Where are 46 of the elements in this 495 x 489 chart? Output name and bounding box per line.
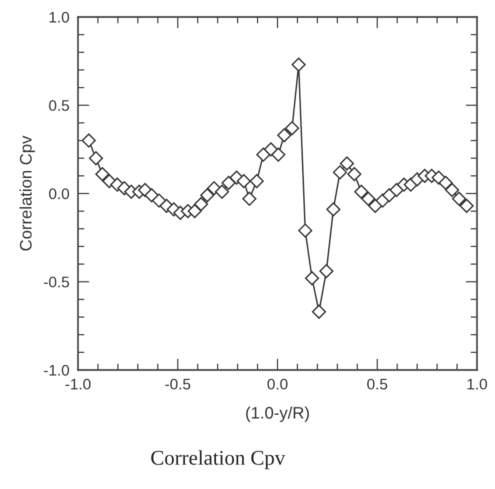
x-tick-label: 1.0	[468, 378, 488, 390]
point	[222, 176, 236, 190]
point	[312, 304, 326, 319]
point	[144, 188, 159, 202]
point	[194, 197, 208, 212]
point	[250, 174, 264, 188]
point	[188, 204, 202, 218]
x-axis-title: (1.0-y/R)	[246, 406, 309, 422]
point	[256, 148, 270, 162]
point	[444, 182, 460, 198]
point	[347, 167, 362, 182]
y-axis-title: Correlation Cpv	[19, 136, 36, 251]
x-tick-label: -0.5	[165, 378, 190, 390]
point	[304, 271, 320, 286]
point	[298, 223, 312, 238]
point	[277, 128, 292, 142]
point	[95, 167, 110, 182]
point	[340, 156, 354, 171]
y-tick-label: -1.0	[44, 364, 70, 376]
point	[284, 121, 300, 136]
point	[452, 192, 466, 206]
point	[264, 142, 278, 156]
point	[332, 165, 348, 180]
y-tick-label: 0.5	[49, 100, 70, 111]
point	[236, 174, 251, 188]
x-tick-label: 0.0	[267, 378, 288, 390]
point	[82, 133, 96, 148]
y-tick-label: -0.5	[44, 276, 70, 288]
point	[460, 198, 474, 213]
point	[292, 58, 306, 72]
point	[242, 192, 256, 206]
x-tick-label: 0.5	[367, 378, 388, 390]
point	[214, 184, 230, 199]
point	[88, 151, 104, 166]
y-tick-label: 0.0	[49, 188, 70, 200]
x-tick-label: -1.0	[66, 378, 91, 390]
y-tick-label: 1.0	[50, 12, 70, 23]
point	[319, 264, 334, 278]
point	[438, 176, 453, 190]
point	[271, 148, 286, 162]
text: Correlation Cpv	[151, 450, 286, 470]
point	[361, 192, 376, 206]
point	[354, 184, 368, 199]
point	[200, 188, 214, 202]
point	[152, 193, 166, 208]
point	[326, 202, 340, 216]
